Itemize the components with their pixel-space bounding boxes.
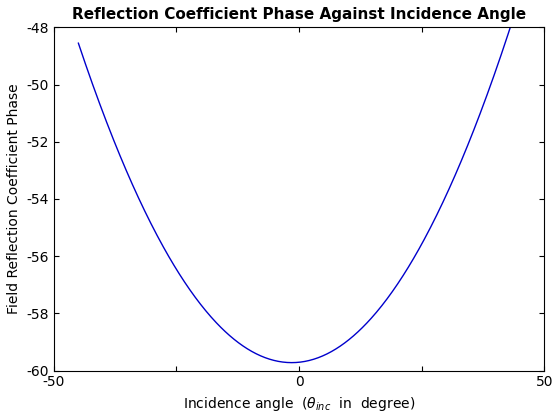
X-axis label: Incidence angle  ($\theta_{inc}$  in  degree): Incidence angle ($\theta_{inc}$ in degre… [183, 395, 415, 413]
Y-axis label: Field Reflection Coefficient Phase: Field Reflection Coefficient Phase [7, 84, 21, 314]
Title: Reflection Coefficient Phase Against Incidence Angle: Reflection Coefficient Phase Against Inc… [72, 7, 526, 22]
